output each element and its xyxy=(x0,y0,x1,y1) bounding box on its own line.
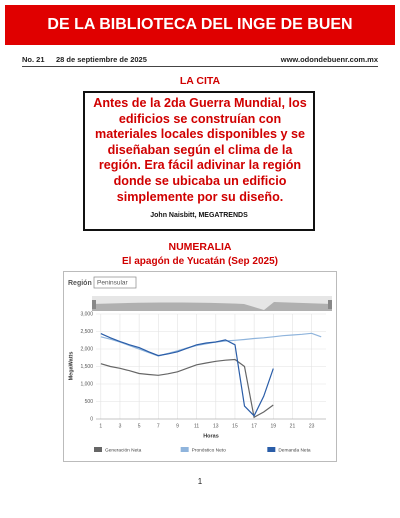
section-heading: NUMERALIA xyxy=(168,241,232,253)
y-tick-label: 2,000 xyxy=(80,346,93,352)
x-tick-label: 13 xyxy=(213,423,219,429)
region-label: Región xyxy=(68,280,92,287)
header-banner: DE LA BIBLIOTECA DEL INGE DE BUEN xyxy=(5,5,395,45)
navigator-handle[interactable] xyxy=(92,300,96,309)
x-tick-label: 23 xyxy=(309,423,315,429)
section-subtitle: El apagón de Yucatán (Sep 2025) xyxy=(122,256,278,267)
x-tick-label: 15 xyxy=(232,423,238,429)
y-tick-label: 0 xyxy=(90,416,93,422)
quote-text: Antes de la 2da Guerra Mundial, los edif… xyxy=(93,96,307,204)
x-tick-label: 3 xyxy=(119,423,122,429)
x-tick-label: 17 xyxy=(251,423,257,429)
legend-swatch xyxy=(180,447,189,452)
region-select-value: Peninsular xyxy=(97,280,129,287)
x-tick-label: 9 xyxy=(176,423,179,429)
x-tick-label: 11 xyxy=(194,423,199,429)
quote-author: John Naisbitt, MEGATRENDS xyxy=(150,212,248,219)
legend-label: Generación Neta xyxy=(105,447,142,453)
divider xyxy=(22,66,378,67)
legend-label: Demanda Neta xyxy=(278,447,311,453)
x-tick-label: 19 xyxy=(271,423,277,429)
x-axis-label: Horas xyxy=(203,433,219,439)
x-tick-label: 7 xyxy=(157,423,160,429)
x-tick-label: 5 xyxy=(138,423,141,429)
header-title: DE LA BIBLIOTECA DEL INGE DE BUEN xyxy=(47,16,353,33)
y-tick-label: 1,500 xyxy=(80,364,93,370)
legend-swatch xyxy=(94,447,102,452)
y-tick-label: 3,000 xyxy=(80,311,93,317)
legend-swatch xyxy=(267,447,276,452)
chart: Región Peninsular MegaWatts Horas 0 500 1,… xyxy=(68,276,332,453)
data-line xyxy=(100,358,274,419)
data-line xyxy=(100,333,274,417)
chart-frame: Región Peninsular MegaWatts Horas 0 500 1,… xyxy=(63,271,337,462)
y-tick-label: 2,500 xyxy=(80,329,93,335)
legend-label: Pronóstico Neto xyxy=(192,447,226,453)
x-tick-label: 21 xyxy=(290,423,296,429)
y-tick-label: 1,000 xyxy=(80,381,93,387)
y-axis-label: MegaWatts xyxy=(68,352,74,381)
page-number: 1 xyxy=(197,477,203,486)
y-tick-label: 500 xyxy=(85,399,94,405)
issue-date: 28 de septiembre de 2025 xyxy=(56,55,147,64)
data-line xyxy=(100,332,322,357)
section-heading: LA CITA xyxy=(179,75,221,87)
navigator-handle[interactable] xyxy=(328,300,332,309)
region-select[interactable] xyxy=(93,276,137,289)
navigator-area xyxy=(92,302,332,311)
x-tick-label: 1 xyxy=(99,423,102,429)
issue-number: No. 21 xyxy=(22,55,45,64)
website: www.odondebuenr.com.mx xyxy=(280,55,378,64)
quote-box xyxy=(83,91,315,231)
